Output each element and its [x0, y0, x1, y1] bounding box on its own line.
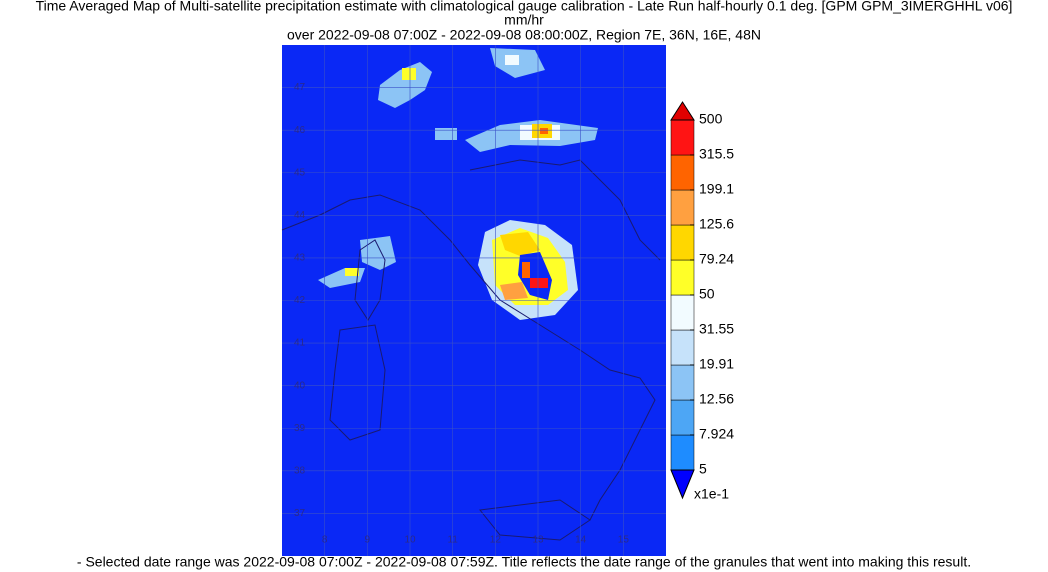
colorbar-label: 7.924 [699, 426, 734, 442]
lon-tick-label: 13 [532, 535, 544, 546]
colorbar-segment [670, 259, 695, 296]
lon-tick-label: 9 [365, 535, 371, 546]
colorbar-scale-label: x1e-1 [694, 486, 729, 502]
footer: - Selected date range was 2022-09-08 07:… [77, 554, 971, 570]
lat-tick-label: 37 [294, 508, 306, 519]
lon-tick-label: 11 [447, 535, 458, 546]
lat-tick-label: 41 [294, 338, 306, 349]
lat-tick-label: 42 [294, 295, 306, 306]
lat-tick-label: 38 [294, 465, 306, 476]
lat-tick-label: 40 [294, 380, 306, 391]
colorbar-label: 19.91 [699, 356, 734, 372]
lon-tick-label: 8 [322, 535, 328, 546]
colorbar-segment [670, 294, 695, 331]
lat-tick-label: 44 [294, 210, 306, 221]
subtitle: over 2022-09-08 07:00Z - 2022-09-08 08:0… [287, 27, 761, 43]
graticule: 8 9 10 11 12 13 14 15 37 38 39 40 41 42 43 44 45 46 47 [282, 45, 666, 556]
colorbar-label: 79.24 [699, 251, 734, 267]
lon-tick-label: 14 [575, 535, 587, 546]
colorbar-label: 50 [699, 286, 715, 302]
colorbar-label: 5 [699, 461, 707, 477]
colorbar-label: 12.56 [699, 391, 734, 407]
colorbar-over-arrow [670, 101, 695, 121]
lat-tick-label: 47 [294, 82, 306, 93]
lat-tick-label: 45 [294, 167, 306, 178]
colorbar-label: 31.55 [699, 321, 734, 337]
colorbar-label: 199.1 [699, 181, 734, 197]
colorbar-under-arrow [670, 469, 695, 500]
units: mm/hr [504, 12, 544, 28]
colorbar-segment [670, 399, 695, 436]
lon-tick-label: 15 [618, 535, 630, 546]
lat-tick-label: 46 [294, 125, 306, 136]
map: 8 9 10 11 12 13 14 15 37 38 39 40 41 42 43 44 45 46 47 [281, 45, 666, 556]
colorbar-segment [670, 364, 695, 401]
colorbar-segment [670, 434, 695, 471]
colorbar-label: 125.6 [699, 216, 734, 232]
colorbar-label: 315.5 [699, 146, 734, 162]
lon-tick-label: 12 [490, 535, 502, 546]
title: Time Averaged Map of Multi-satellite pre… [36, 0, 1013, 14]
lat-tick-label: 39 [294, 423, 306, 434]
colorbar-segment [670, 224, 695, 261]
precipitation [318, 48, 598, 320]
colorbar-label: 500 [699, 111, 723, 127]
colorbar-segment [670, 154, 695, 191]
colorbar-segment [670, 189, 695, 226]
lon-tick-label: 10 [404, 535, 416, 546]
lat-tick-label: 43 [294, 253, 306, 264]
colorbar: 5 7.924 12.56 19.91 31.55 50 79.24 125.6 199.1 31… [670, 101, 734, 502]
colorbar-segment [670, 119, 695, 156]
colorbar-segment [670, 329, 695, 366]
coastlines [281, 159, 661, 541]
